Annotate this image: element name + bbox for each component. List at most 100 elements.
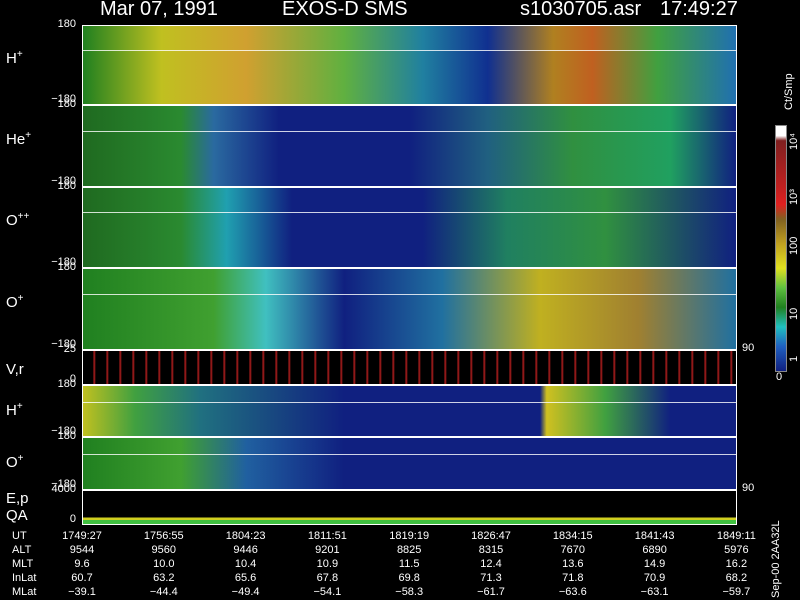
y-tick-label: −180 — [51, 256, 76, 268]
panel-label: O++ — [6, 211, 29, 229]
panel-label: E,p QA — [6, 490, 29, 524]
charge: + — [17, 292, 24, 304]
table-cell: 10.4 — [234, 558, 257, 570]
table-cell: 68.2 — [725, 572, 748, 584]
panel-label: He+ — [6, 130, 31, 148]
panel-label: V,r — [6, 361, 24, 378]
right-tick-label: 90 — [742, 482, 755, 494]
spectrogram-panel — [82, 105, 737, 187]
y-tick-label: −180 — [51, 478, 76, 490]
panel-label: H+ — [6, 49, 23, 67]
y-tick-label: 180 — [57, 98, 76, 110]
table-cell: 9201 — [315, 544, 340, 556]
species: O — [6, 453, 18, 471]
spectrogram-panel — [82, 268, 737, 350]
y-tick-label: 4000 — [51, 483, 76, 495]
table-cell: −63.6 — [558, 586, 587, 598]
table-cell: 67.8 — [316, 572, 339, 584]
table-cell: −63.1 — [640, 586, 669, 598]
colorbar-label: 1 — [788, 355, 800, 362]
row-name: MLT — [12, 558, 34, 570]
table-cell: 71.8 — [562, 572, 584, 584]
species: O — [6, 293, 18, 311]
zero-line — [83, 50, 736, 51]
table-cell: −44.4 — [149, 586, 178, 598]
table-cell: 65.6 — [234, 572, 257, 584]
row-name: UT — [12, 530, 27, 542]
table-cell: −58.3 — [395, 586, 424, 598]
panel-label: O+ — [6, 453, 24, 471]
zero-line — [83, 401, 736, 403]
charge: ++ — [17, 211, 30, 223]
panel-label: O+ — [6, 293, 24, 311]
y-tick-label: 180 — [57, 180, 76, 192]
colorbar-zero: 0 — [776, 371, 783, 383]
spectrogram-panel — [82, 490, 737, 525]
zero-line — [83, 130, 736, 132]
colorbar-unit: Ct/Smp — [783, 73, 795, 110]
spectrogram-panel — [82, 350, 737, 385]
y-tick-label: −180 — [51, 93, 76, 105]
file: s1030705.asr — [520, 0, 642, 20]
table-cell: 1849:11 — [716, 530, 756, 542]
table-cell: 9560 — [151, 544, 177, 556]
spectrogram-panel — [82, 437, 737, 490]
table-cell: 13.6 — [562, 558, 584, 570]
species: E,p — [6, 490, 29, 507]
y-tick-label: 180 — [57, 18, 76, 30]
table-cell: 8315 — [478, 544, 504, 556]
colorbar-label: 10 — [788, 307, 800, 320]
zero-line — [83, 212, 736, 214]
table-cell: 1811:51 — [307, 530, 347, 542]
colorbar — [775, 125, 787, 372]
species: H — [6, 401, 17, 419]
table-cell: 1756:55 — [143, 530, 184, 542]
spectrogram-panel — [82, 25, 737, 105]
colorbar-label: 100 — [788, 236, 800, 255]
table-cell: 70.9 — [643, 572, 666, 584]
table-cell: 8825 — [396, 544, 422, 556]
y-tick-label: −180 — [51, 338, 76, 350]
table-cell: −61.7 — [477, 586, 505, 598]
charge: + — [25, 129, 32, 141]
table-cell: 9446 — [233, 544, 258, 556]
date: Mar 07, 1991 — [100, 0, 218, 20]
table-cell: 1804:23 — [225, 530, 266, 542]
table-cell: 1749:27 — [62, 530, 102, 542]
table-cell: 69.8 — [398, 572, 420, 584]
table-cell: 12.4 — [480, 558, 502, 570]
table-cell: 6890 — [642, 544, 667, 556]
table-cell: 1834:15 — [552, 530, 593, 542]
row-name: ALT — [12, 544, 32, 556]
y-tick-label: −180 — [51, 425, 76, 437]
table-cell: 10.0 — [153, 558, 175, 570]
y-tick-label: 0 — [69, 513, 76, 525]
table-cell: −49.4 — [231, 586, 260, 598]
table-cell: −54.1 — [313, 586, 342, 598]
y-tick-label: 180 — [57, 378, 76, 390]
y-tick-label: 25 — [63, 343, 76, 355]
y-tick-label: −180 — [51, 175, 76, 187]
table-cell: 14.9 — [643, 558, 666, 570]
species: V,r — [6, 360, 24, 378]
y-tick-label: 180 — [57, 430, 76, 442]
panel-label: H+ — [6, 401, 23, 419]
charge: + — [17, 452, 24, 464]
table-cell: 60.7 — [71, 572, 93, 584]
y-tick-label: 180 — [57, 261, 76, 273]
table-cell: 1841:43 — [634, 530, 675, 542]
row-name: InLat — [12, 572, 37, 584]
charge: + — [16, 49, 23, 60]
table-cell: −59.7 — [722, 586, 751, 598]
table-cell: 16.2 — [725, 558, 748, 570]
colorbar-label: 10³ — [788, 189, 800, 205]
instrument: EXOS-D SMS — [282, 0, 408, 20]
zero-line — [83, 293, 736, 295]
y-tick-label: 0 — [69, 373, 76, 385]
table-cell: 9.6 — [74, 558, 90, 570]
species: QA — [6, 507, 28, 524]
row-name: MLat — [12, 586, 37, 598]
spectrogram-panel — [82, 385, 737, 437]
time: 17:49:27 — [660, 0, 738, 20]
table-cell: 11.5 — [398, 558, 420, 570]
